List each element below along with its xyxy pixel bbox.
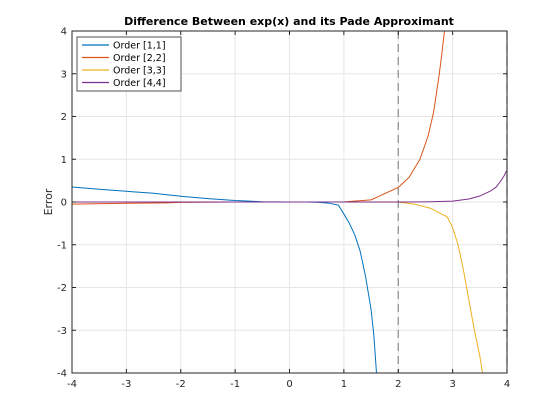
y-tick-label: 3 [61,69,67,80]
y-tick-label: -4 [57,369,67,380]
x-tick-label: -4 [67,379,77,390]
x-tick-label: 2 [395,379,401,390]
legend-label: Order [1,1] [113,41,166,52]
series-line [72,169,507,203]
y-tick-label: 4 [61,27,67,38]
y-tick-label: -3 [57,326,67,337]
y-tick-label: -2 [57,283,67,294]
x-tick-label: -1 [230,379,240,390]
legend-label: Order [3,3] [113,66,166,77]
y-tick-label: 0 [61,198,67,209]
chart-title: Difference Between exp(x) and its Pade A… [124,15,454,28]
x-tick-label: -3 [121,379,131,390]
x-tick-label: 3 [449,379,455,390]
legend-label: Order [2,2] [113,53,166,64]
y-tick-label: -1 [57,240,67,251]
legend: Order [1,1]Order [2,2] Order [3,3]Order [… [76,36,182,92]
legend-label: Order [4,4] [113,78,166,89]
y-tick-label: 2 [61,112,67,123]
y-axis-label: Error [42,188,55,215]
series-line [72,31,445,205]
y-tick-label: 1 [61,155,67,166]
x-tick-label: 0 [286,379,292,390]
x-tick-label: 1 [341,379,347,390]
x-tick-label: -2 [176,379,186,390]
series-group [72,31,507,373]
x-tick-label: 4 [504,379,510,390]
